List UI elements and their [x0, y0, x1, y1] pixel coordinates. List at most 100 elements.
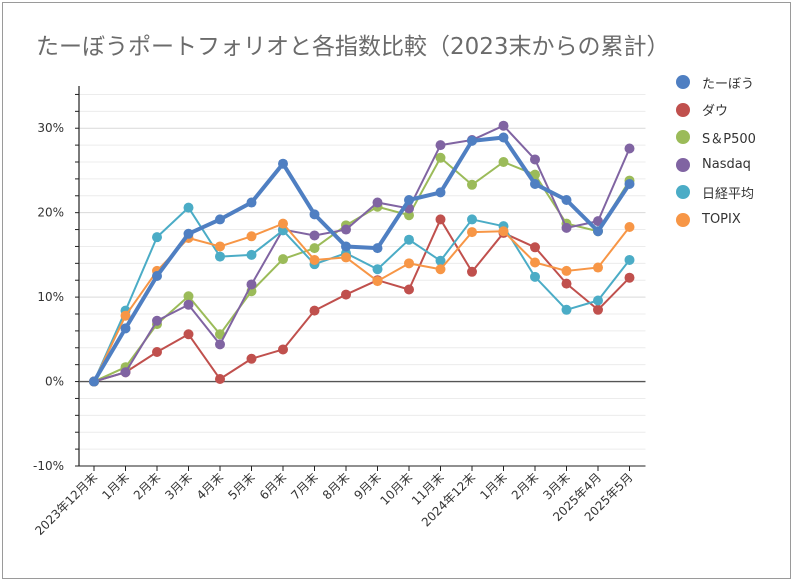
data-point — [435, 152, 446, 163]
data-point — [467, 227, 477, 238]
data-point — [372, 243, 383, 254]
data-point — [309, 243, 320, 254]
y-tick-label: 20% — [37, 206, 64, 220]
x-tick-label: 10月末 — [377, 470, 415, 508]
data-point — [435, 264, 446, 275]
x-tick-label: 2023年12月末 — [32, 470, 100, 538]
legend-item: ダウ — [676, 100, 728, 120]
data-point — [152, 347, 162, 357]
data-point — [624, 222, 635, 233]
y-tick-label: 0% — [45, 375, 64, 389]
data-point — [152, 232, 162, 243]
series-line-4 — [93, 124, 631, 383]
legend-label: S＆P500 — [702, 131, 756, 147]
y-tick-label: -10% — [33, 459, 64, 473]
data-point — [467, 135, 477, 146]
data-point — [183, 291, 194, 302]
x-tick-label: 6月末 — [257, 470, 289, 502]
data-point — [498, 120, 509, 131]
legend-label: 日経平均 — [702, 186, 755, 202]
legend-marker — [676, 102, 690, 117]
legend-marker — [676, 157, 690, 172]
data-point — [467, 179, 477, 190]
x-tick-label: 1月末 — [477, 470, 509, 502]
data-point — [404, 258, 414, 269]
legend-label: たーぼう — [702, 76, 755, 92]
legend-item: S＆P500 — [676, 127, 756, 147]
data-point — [530, 154, 540, 165]
series-line-1 — [92, 135, 632, 383]
data-point — [215, 374, 225, 385]
data-point — [278, 254, 288, 265]
data-point — [561, 222, 572, 233]
legend-label: ダウ — [702, 104, 729, 119]
data-point — [246, 279, 257, 290]
data-point — [183, 228, 194, 239]
data-point — [215, 251, 225, 262]
legend-item: TOPIX — [676, 210, 741, 230]
data-point — [215, 214, 225, 225]
data-point — [246, 231, 257, 242]
data-point — [89, 376, 99, 387]
series-line-2 — [93, 218, 631, 383]
data-point — [561, 195, 572, 205]
data-point — [561, 265, 572, 276]
data-point — [435, 214, 446, 225]
chart-title: たーぼうポートフォリオと各指数比較（2023末からの累計） — [36, 34, 670, 60]
data-point — [372, 197, 383, 208]
data-point — [341, 241, 351, 252]
data-point — [341, 224, 351, 235]
data-point — [593, 304, 603, 315]
legend-marker — [676, 212, 690, 227]
y-tick-label: 10% — [37, 290, 64, 304]
data-point — [624, 143, 635, 154]
data-point — [404, 234, 414, 245]
legend-label: Nasdaq — [702, 157, 751, 172]
data-point — [183, 299, 194, 310]
legend-item: Nasdaq — [676, 155, 751, 175]
data-point — [372, 276, 383, 287]
data-point — [593, 226, 603, 237]
data-point — [530, 178, 540, 189]
x-tick-label: 4月末 — [194, 470, 226, 502]
data-point — [404, 195, 414, 205]
data-point — [624, 254, 635, 265]
legend-marker — [676, 185, 690, 199]
data-point — [278, 218, 288, 229]
data-point — [372, 264, 383, 275]
data-point — [309, 209, 320, 220]
legend-item: 日経平均 — [676, 182, 754, 202]
data-point — [435, 187, 446, 198]
x-tick-label: 5月末 — [225, 470, 257, 502]
data-point — [246, 197, 257, 208]
data-point — [404, 284, 414, 295]
data-point — [530, 257, 540, 268]
data-point — [435, 255, 446, 266]
x-tick-label: 2月末 — [509, 470, 541, 502]
x-tick-label: 8月末 — [320, 470, 352, 502]
data-point — [120, 310, 131, 321]
data-point — [215, 241, 225, 252]
data-point — [215, 339, 225, 350]
data-point — [467, 266, 477, 277]
data-point — [467, 214, 477, 225]
data-point — [561, 304, 572, 315]
y-tick-label: 30% — [37, 121, 64, 135]
data-point — [309, 305, 320, 316]
data-point — [498, 226, 509, 237]
data-point — [309, 254, 320, 265]
data-point — [561, 278, 572, 289]
data-point — [309, 230, 320, 241]
x-tick-label: 2月末 — [131, 470, 163, 502]
data-point — [530, 242, 540, 253]
data-point — [152, 271, 162, 281]
data-point — [278, 344, 288, 355]
x-tick-label: 3月末 — [162, 470, 194, 502]
x-tick-label: 1月末 — [99, 470, 131, 502]
data-point — [593, 262, 603, 273]
data-point — [246, 353, 257, 364]
data-point — [120, 367, 131, 378]
data-point — [498, 157, 509, 167]
data-point — [341, 252, 351, 263]
